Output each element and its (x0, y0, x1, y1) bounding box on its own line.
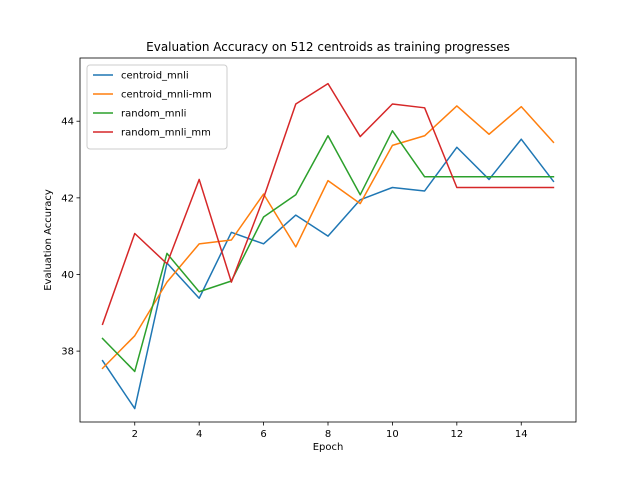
x-axis-label: Epoch (313, 442, 344, 453)
x-tick-label: 4 (196, 429, 202, 440)
y-axis-label: Evaluation Accuracy (43, 189, 54, 291)
legend-label: centroid_mnli-mm (121, 90, 212, 101)
y-tick-label: 38 (61, 347, 74, 358)
x-tick-label: 10 (386, 429, 399, 440)
series-line-3 (101, 82, 555, 326)
legend-label: centroid_mnli (121, 71, 189, 82)
legend-box (86, 64, 228, 150)
x-tick-label: 6 (260, 429, 266, 440)
y-tick-label: 40 (61, 270, 74, 281)
legend-label: random_mnli (121, 109, 186, 120)
x-tick-label: 14 (515, 429, 528, 440)
y-tick-label: 44 (61, 117, 74, 128)
x-tick-label: 12 (450, 429, 463, 440)
series-line-2 (101, 130, 555, 373)
x-tick-label: 2 (132, 429, 138, 440)
series-line-1 (101, 105, 555, 370)
chart-title: Evaluation Accuracy on 512 centroids as … (146, 40, 510, 54)
x-tick-label: 8 (325, 429, 331, 440)
series-line-0 (101, 138, 555, 410)
legend-label: random_mnli_mm (121, 128, 211, 139)
y-tick-label: 42 (61, 193, 74, 204)
legend: centroid_mnli centroid_mnli-mm random_mnli… (86, 64, 228, 150)
